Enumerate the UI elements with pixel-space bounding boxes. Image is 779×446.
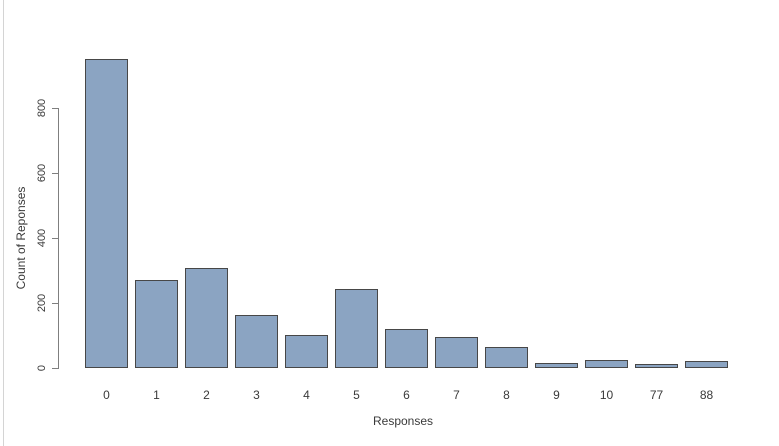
x-axis-category-label: 5 — [353, 388, 360, 402]
bar — [385, 329, 428, 368]
y-axis-tick-label: 400 — [36, 228, 48, 248]
y-axis-title: Count of Reponses — [14, 186, 28, 290]
bar — [285, 334, 328, 368]
x-axis-category-label: 10 — [599, 388, 614, 402]
window-edge-line — [3, 0, 4, 446]
y-axis-tick — [52, 303, 58, 304]
x-axis-category-label: 8 — [503, 388, 510, 402]
x-axis-category-label: 0 — [103, 388, 110, 402]
bar — [85, 59, 128, 368]
y-axis-tick-label: 800 — [36, 98, 48, 118]
bar — [535, 363, 578, 368]
bar — [485, 346, 528, 368]
y-axis-tick — [52, 368, 58, 369]
y-axis-tick-label: 0 — [36, 364, 48, 372]
x-axis-category-label: 77 — [649, 388, 664, 402]
x-axis-category-label: 6 — [403, 388, 410, 402]
bar — [335, 289, 378, 368]
x-axis-category-label: 1 — [153, 388, 160, 402]
x-axis-category-label: 3 — [253, 388, 260, 402]
x-axis-category-label: 2 — [203, 388, 210, 402]
x-axis-category-label: 7 — [453, 388, 460, 402]
y-axis-tick — [52, 108, 58, 109]
bar — [135, 279, 178, 368]
bar — [185, 267, 228, 368]
x-axis-category-label: 4 — [303, 388, 310, 402]
y-axis-tick — [52, 173, 58, 174]
bar — [585, 360, 628, 368]
y-axis-tick-label: 600 — [36, 163, 48, 183]
bar — [435, 336, 478, 368]
x-axis-title: Responses — [372, 414, 434, 428]
y-axis-line — [58, 108, 59, 369]
bar — [685, 360, 728, 368]
bar — [235, 314, 278, 368]
x-axis-category-label: 9 — [553, 388, 560, 402]
y-axis-tick-label: 200 — [36, 293, 48, 313]
bar — [635, 363, 678, 368]
x-axis-category-label: 88 — [699, 388, 714, 402]
y-axis-tick — [52, 238, 58, 239]
